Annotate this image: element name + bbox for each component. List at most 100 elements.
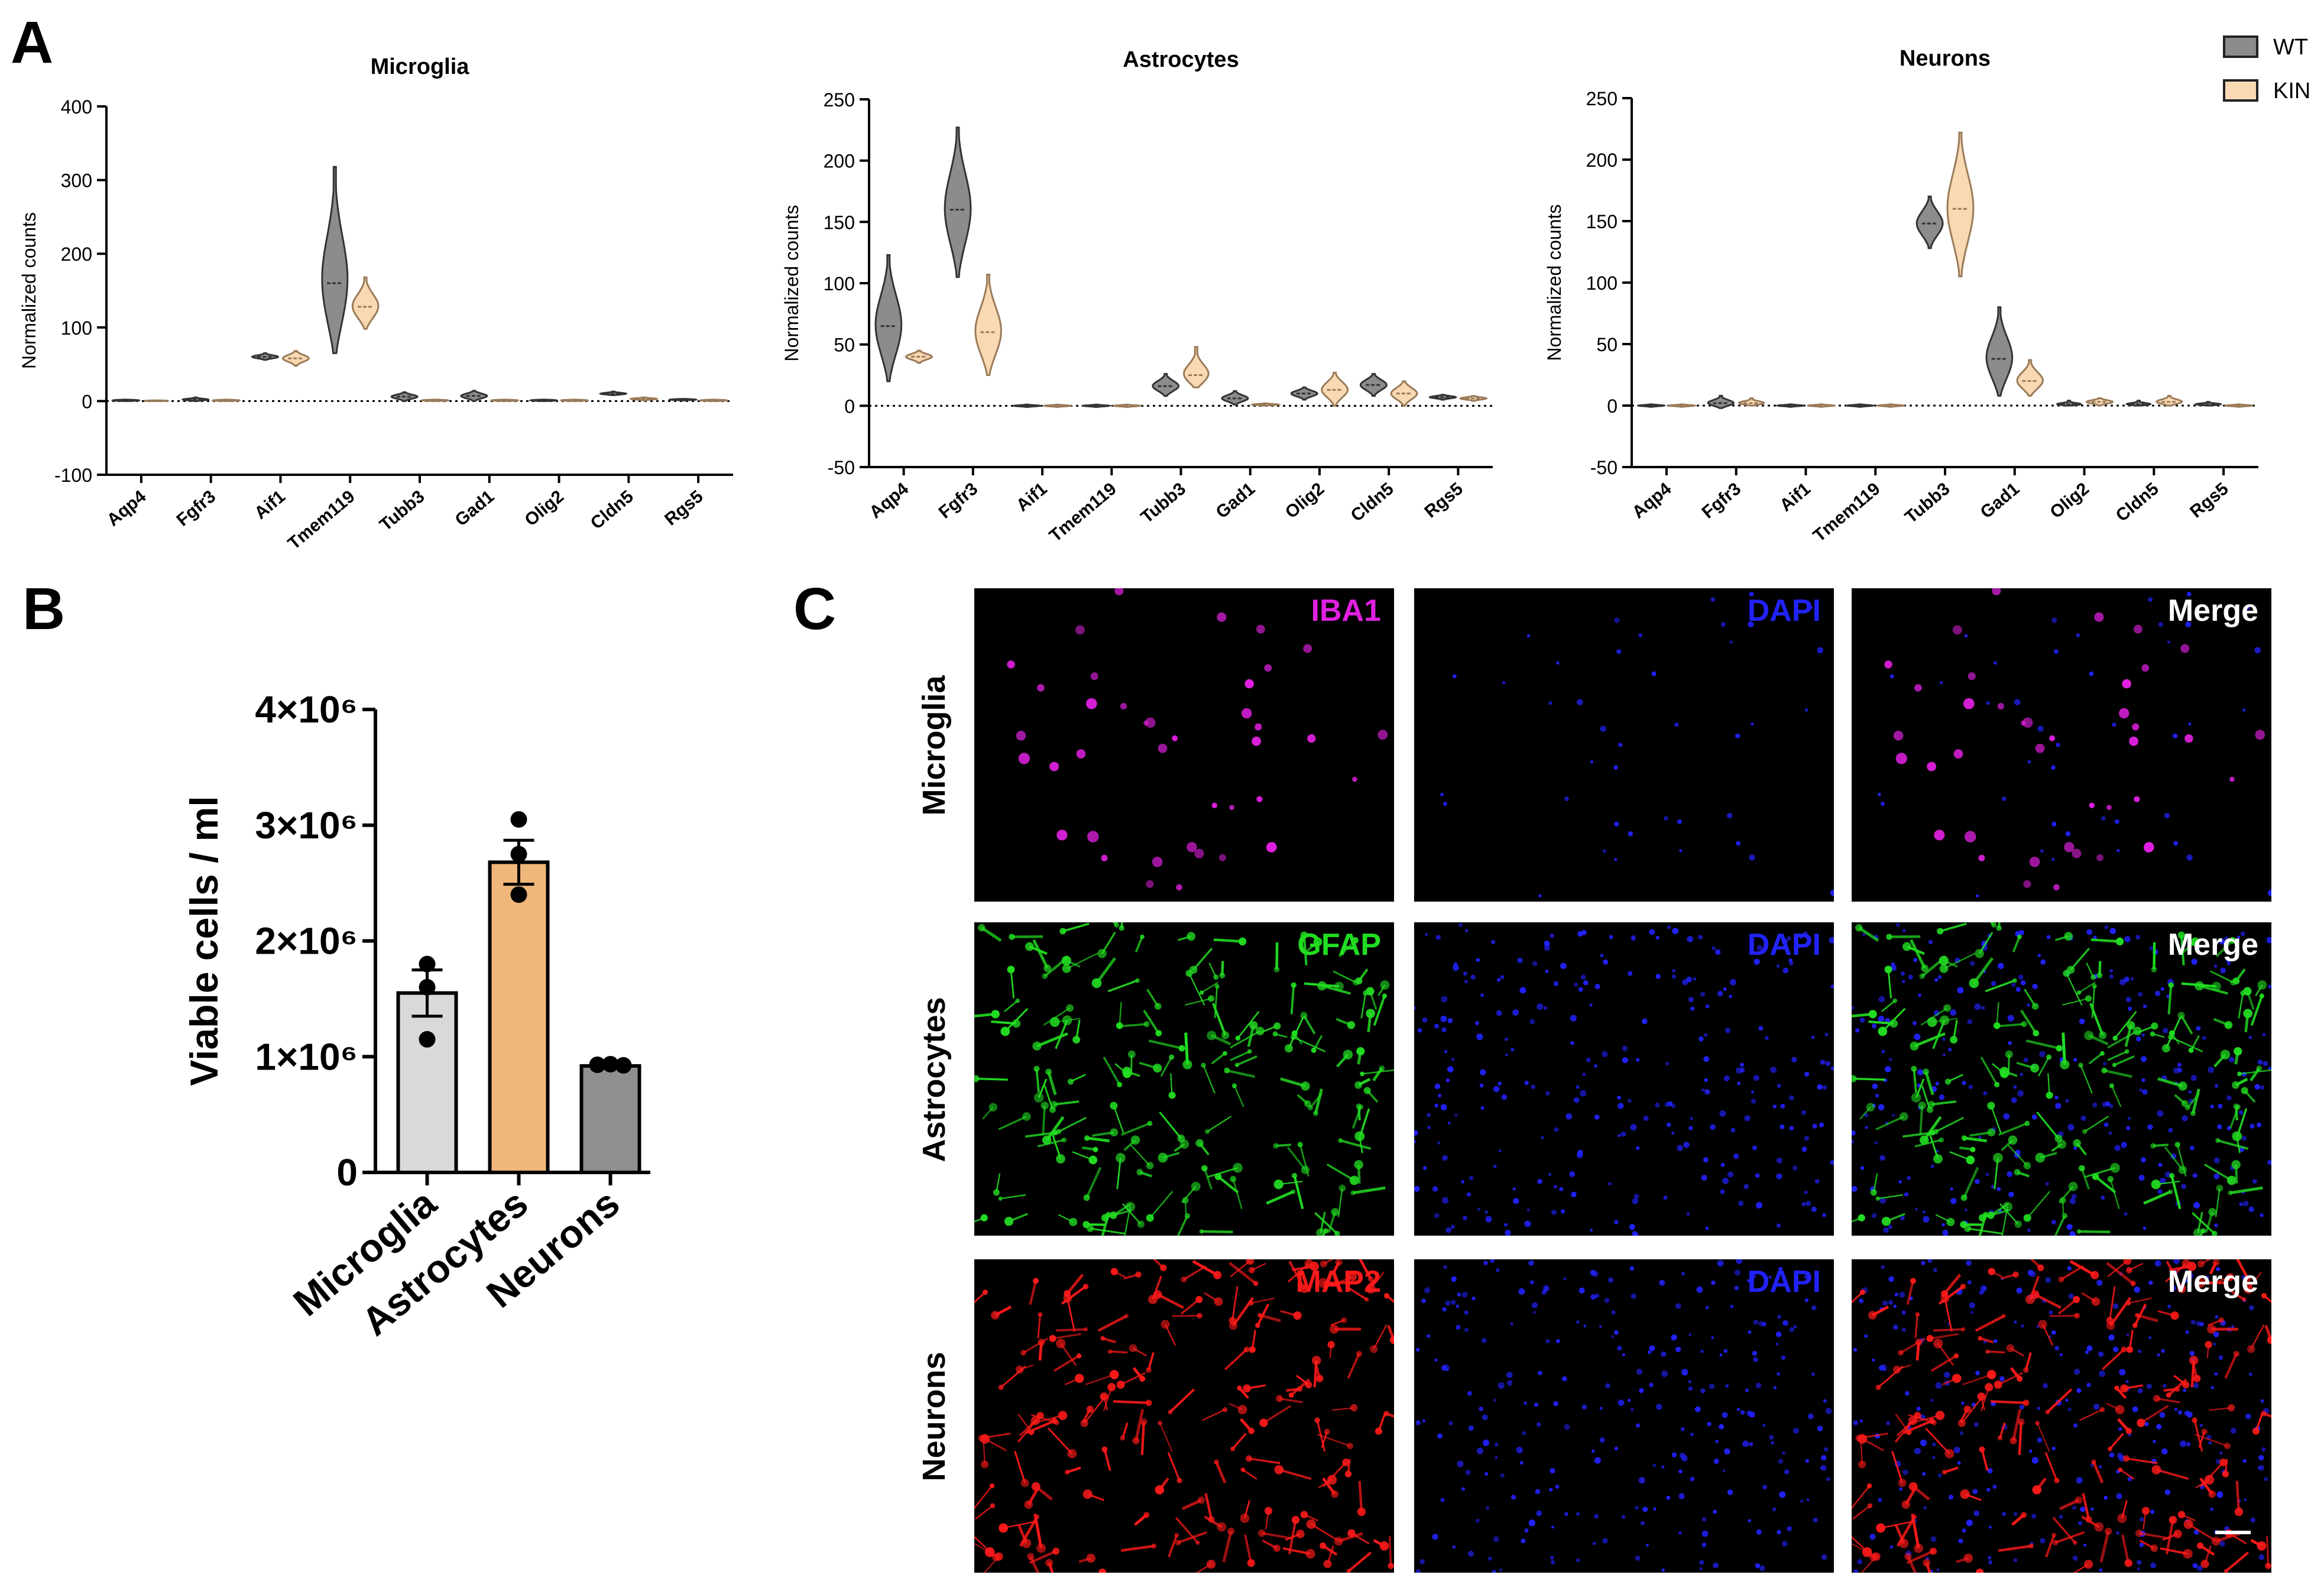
- x-tick-label: Aqp4: [866, 479, 912, 523]
- micrograph-astrocytes-merge: Merge: [1852, 922, 2271, 1236]
- x-tick-label: Olig2: [2046, 479, 2093, 522]
- data-point: [510, 811, 527, 828]
- micrograph-neurons-dapi: DAPI: [1414, 1259, 1834, 1573]
- violin-kin: [2156, 394, 2183, 407]
- x-tick-label: Aif1: [251, 487, 289, 523]
- bar-neurons: [579, 1064, 641, 1175]
- micrograph-neurons-merge: Merge: [1852, 1259, 2271, 1573]
- y-tick-label: 50: [834, 335, 855, 356]
- x-tick-label: Fgfr3: [935, 479, 982, 522]
- violin-wt: [874, 254, 903, 383]
- violin-wt: [1152, 372, 1180, 397]
- micrograph-astrocytes-marker: GFAP: [974, 922, 1394, 1236]
- y-tick-label: 0: [1607, 396, 1618, 417]
- chart-title: Astrocytes: [1123, 47, 1239, 72]
- violin-wt: [944, 127, 972, 278]
- micrograph-label: Merge: [2167, 594, 2258, 628]
- y-tick-label: 400: [61, 96, 92, 118]
- panel-label-b: B: [22, 576, 66, 642]
- y-tick-label: 200: [1586, 150, 1618, 171]
- y-axis-label: Viable cells / ml: [182, 796, 226, 1085]
- x-tick-label: Cldn5: [2112, 479, 2163, 526]
- x-tick-label: Rgs5: [661, 487, 706, 529]
- micrograph-label: DAPI: [1747, 1265, 1821, 1299]
- legend-swatch-wt: [2223, 35, 2258, 58]
- x-tick-label: Rgs5: [2186, 479, 2232, 521]
- y-tick-label: 3×10⁶: [255, 804, 358, 847]
- y-axis-label: Normalized counts: [1544, 205, 1565, 361]
- y-tick-label: 150: [1586, 211, 1618, 232]
- violin-kin: [351, 276, 380, 330]
- y-tick-label: 150: [824, 212, 855, 233]
- legend-label-kin: KIN: [2273, 79, 2310, 103]
- y-tick-label: 100: [61, 317, 92, 339]
- micrograph-label: DAPI: [1747, 928, 1821, 962]
- violin-chart-neurons: Neurons -50 0 50 100 150 200 250 Normalized coun…: [1544, 46, 2258, 546]
- x-tick-label: Tmem119: [1810, 479, 1884, 546]
- legend-label-wt: WT: [2273, 35, 2308, 60]
- micrograph-label: Merge: [2167, 928, 2258, 962]
- y-tick-label: -50: [828, 457, 855, 478]
- x-tick-label: Aqp4: [1629, 479, 1675, 523]
- micrograph-neurons-marker: MAP2: [974, 1259, 1394, 1573]
- x-tick-label: Tmem119: [284, 487, 359, 553]
- y-tick-label: 2×10⁶: [255, 920, 358, 963]
- violin-wt: [1707, 394, 1735, 409]
- row-label-astrocytes: Astrocytes: [916, 997, 952, 1162]
- data-point: [510, 886, 527, 903]
- y-tick-label: 4×10⁶: [255, 688, 358, 731]
- data-point: [510, 845, 527, 863]
- violin-chart-astrocytes: Astrocytes -50 0 50 100 150 200 250 Normalized c…: [781, 47, 1493, 546]
- x-tick-label: Gad1: [452, 487, 498, 530]
- micrograph-label: Merge: [2167, 1265, 2258, 1299]
- data-point: [615, 1057, 632, 1074]
- x-tick-label: Aif1: [1013, 479, 1051, 516]
- y-tick-label: 0: [844, 396, 855, 417]
- y-tick-label: 100: [824, 273, 855, 294]
- y-tick-label: -50: [1590, 457, 1618, 478]
- bar-astrocytes: [488, 860, 550, 1174]
- x-tick-label: Tubb3: [1137, 479, 1189, 527]
- y-axis-label: Normalized counts: [781, 205, 802, 362]
- y-tick-label: 250: [1586, 88, 1618, 109]
- data-point: [419, 1031, 436, 1048]
- panel-label-a: A: [11, 9, 54, 76]
- violin-kin: [974, 273, 1002, 376]
- x-tick-label: Tmem119: [1046, 479, 1120, 546]
- micrograph-astrocytes-dapi: DAPI: [1414, 922, 1834, 1236]
- violin-kin: [1182, 346, 1210, 388]
- scale-bar: [2215, 1531, 2251, 1534]
- x-tick-label: Aqp4: [103, 487, 150, 530]
- panel-label-c: C: [793, 576, 837, 642]
- y-axis-label: Normalized counts: [18, 212, 40, 369]
- micrograph-microglia-dapi: DAPI: [1414, 588, 1834, 902]
- y-tick-label: 50: [1596, 334, 1618, 355]
- violin-chart-microglia: Microglia -100 0 100 200 300 400 Normalized cou…: [18, 54, 733, 553]
- chart-title: Neurons: [1900, 46, 1991, 71]
- y-tick-label: 1×10⁶: [255, 1035, 358, 1078]
- x-tick-label: Cldn5: [587, 487, 637, 533]
- x-tick-label: Aif1: [1776, 479, 1814, 516]
- violin-kin: [1946, 131, 1975, 278]
- x-tick-label: Gad1: [1213, 479, 1259, 523]
- y-tick-label: 100: [1586, 273, 1618, 294]
- x-tick-label: Fgfr3: [173, 487, 220, 530]
- data-point: [602, 1055, 619, 1072]
- y-tick-label: 200: [61, 244, 92, 265]
- row-label-neurons: Neurons: [916, 1352, 952, 1482]
- x-tick-label: Rgs5: [1421, 479, 1466, 521]
- chart-title: Microglia: [371, 54, 470, 79]
- y-tick-label: 0: [82, 391, 92, 412]
- x-tick-label: Cldn5: [1347, 479, 1398, 526]
- micrograph-label: MAP2: [1295, 1265, 1381, 1299]
- data-point: [419, 955, 436, 973]
- violin-wt: [1915, 195, 1944, 249]
- data-point: [419, 978, 436, 996]
- x-tick-label: Olig2: [521, 487, 568, 530]
- y-tick-label: 200: [824, 151, 855, 172]
- bar-microglia: [396, 991, 458, 1175]
- violin-kin: [2016, 359, 2044, 397]
- x-tick-label: Tubb3: [1901, 479, 1953, 527]
